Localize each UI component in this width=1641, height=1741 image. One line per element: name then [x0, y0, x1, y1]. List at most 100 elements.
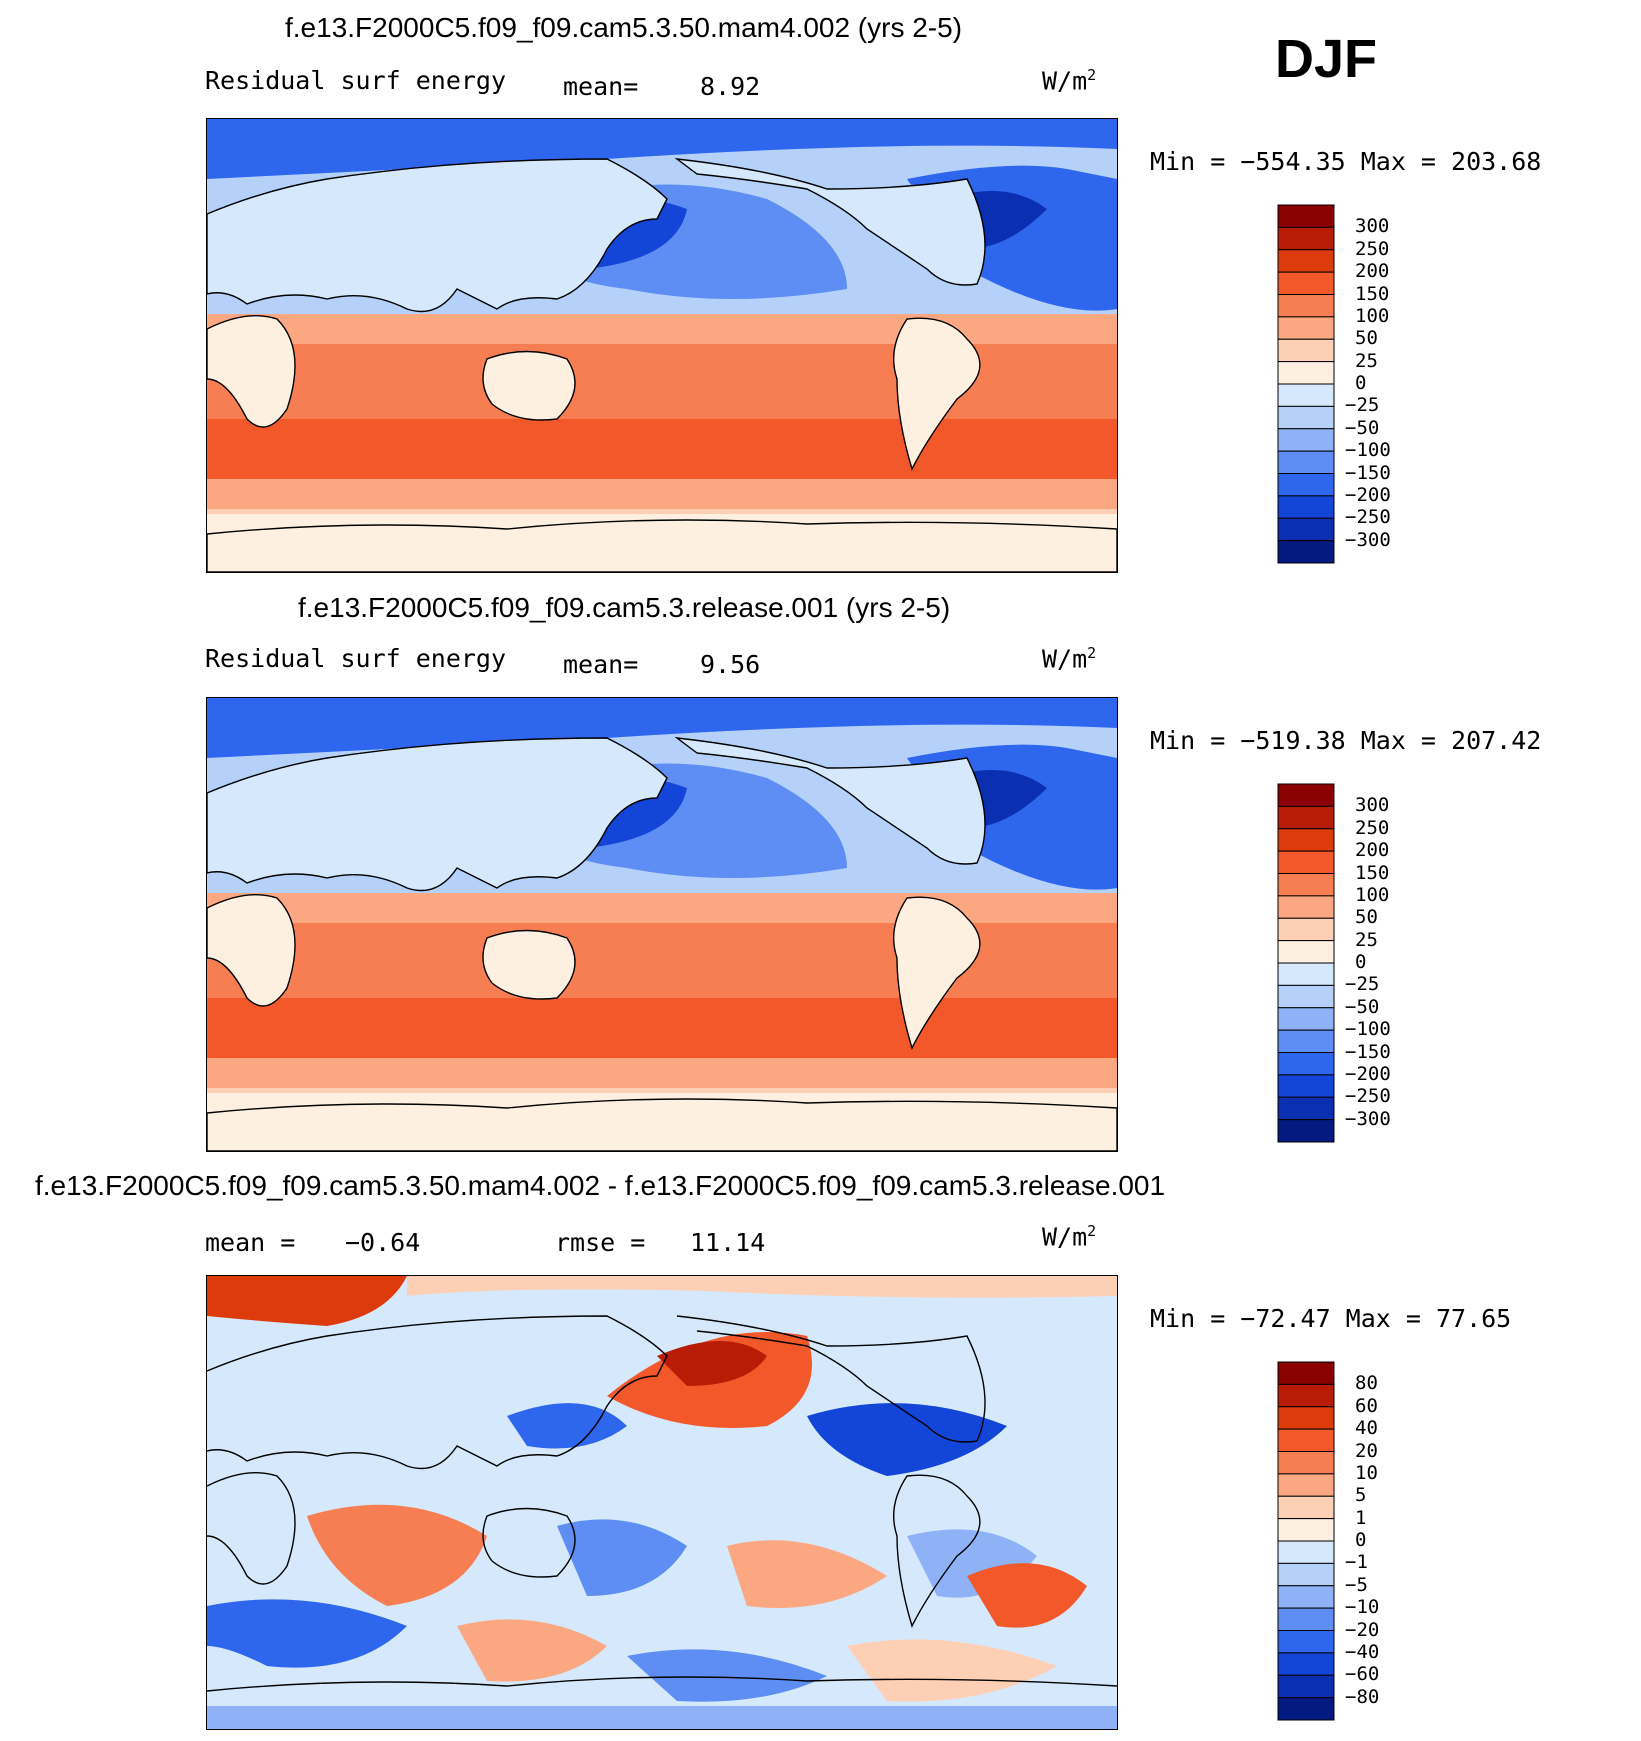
- colorbar-tick-label: −1: [1345, 1551, 1368, 1574]
- colorbar-swatch: [1277, 1007, 1335, 1031]
- colorbar-tick-label: −100: [1345, 1018, 1391, 1041]
- panel-1-title: f.e13.F2000C5.f09_f09.cam5.3.50.mam4.002…: [285, 12, 963, 43]
- colorbar-swatch: [1277, 873, 1335, 897]
- colorbar-tick-label: −25: [1345, 394, 1380, 417]
- colorbar-swatch: [1277, 226, 1335, 251]
- panel-1-colorbar: [1277, 204, 1335, 564]
- colorbar-tick-label: 80: [1355, 1372, 1378, 1395]
- colorbar-swatch: [1277, 962, 1335, 986]
- colorbar-tick-label: −50: [1345, 995, 1380, 1018]
- colorbar-tick-label: 20: [1355, 1439, 1378, 1462]
- colorbar-tick-label: −50: [1345, 416, 1380, 439]
- colorbar-tick-label: 100: [1355, 883, 1390, 906]
- colorbar-swatch: [1277, 895, 1335, 919]
- panel-2-mean-value: 9.56: [700, 650, 761, 679]
- colorbar-tick-label: 250: [1355, 816, 1390, 839]
- colorbar-swatch: [1277, 294, 1335, 318]
- colorbar-tick-label: 50: [1355, 327, 1378, 350]
- colorbar-tick-label: −150: [1345, 1040, 1391, 1063]
- panel-3-map-svg: [207, 1276, 1117, 1729]
- panel-3-mean-value: −0.64: [345, 1228, 421, 1257]
- colorbar-swatch: [1277, 1495, 1335, 1520]
- colorbar-tick-label: 100: [1355, 304, 1390, 327]
- colorbar-tick-label: 50: [1355, 906, 1378, 929]
- colorbar-tick-label: 0: [1355, 1529, 1367, 1551]
- colorbar-tick-label: 60: [1355, 1394, 1378, 1417]
- colorbar-tick-label: −20: [1345, 1618, 1380, 1641]
- colorbar-tick-label: −300: [1345, 1107, 1391, 1130]
- panel-3-rmse-value: 11.14: [690, 1228, 766, 1257]
- colorbar-swatch: [1277, 805, 1335, 830]
- colorbar-swatch: [1277, 984, 1335, 1009]
- colorbar-swatch: [1277, 1607, 1335, 1631]
- colorbar-swatch: [1277, 1074, 1335, 1098]
- colorbar-swatch: [1277, 850, 1335, 874]
- panel-2-minmax: Min = −519.38 Max = 207.42: [1150, 726, 1542, 755]
- colorbar-swatch: [1277, 1540, 1335, 1564]
- panel-3-title: f.e13.F2000C5.f09_f09.cam5.3.50.mam4.002…: [35, 1170, 1166, 1201]
- panel-1-minmax: Min = −554.35 Max = 203.68: [1150, 147, 1542, 176]
- colorbar-swatch: [1277, 783, 1335, 807]
- colorbar-tick-label: 200: [1355, 839, 1390, 862]
- panel-2-colorbar: [1277, 783, 1335, 1143]
- colorbar-swatch: [1277, 1052, 1335, 1076]
- colorbar-swatch: [1277, 1361, 1335, 1385]
- colorbar-tick-label: 10: [1355, 1461, 1378, 1484]
- panel-1-field-label: Residual surf energy: [205, 66, 507, 95]
- colorbar-tick-label: −60: [1345, 1663, 1380, 1686]
- colorbar-swatch: [1277, 1096, 1335, 1121]
- panel-1-map: [206, 118, 1118, 573]
- colorbar-swatch: [1277, 473, 1335, 497]
- panel-1-units: W/m2: [1042, 66, 1097, 96]
- panel-1-mean-value: 8.92: [700, 72, 761, 101]
- colorbar-swatch: [1277, 940, 1335, 964]
- panel-3-mean-label: mean =: [205, 1228, 296, 1257]
- panel-1-map-svg: [207, 119, 1117, 572]
- colorbar-tick-label: −40: [1345, 1640, 1380, 1663]
- colorbar-tick-label: 200: [1355, 260, 1390, 283]
- colorbar-tick-label: −250: [1345, 506, 1391, 529]
- colorbar-swatch: [1277, 1630, 1335, 1654]
- colorbar-swatch: [1277, 249, 1335, 273]
- colorbar-swatch: [1277, 517, 1335, 542]
- colorbar-tick-label: 5: [1355, 1484, 1367, 1507]
- colorbar-swatch: [1277, 1697, 1335, 1721]
- panel-3-map: [206, 1275, 1118, 1730]
- colorbar-swatch: [1277, 917, 1335, 942]
- panel-1-mean-label: mean=: [563, 72, 639, 101]
- colorbar-tick-label: 40: [1355, 1417, 1378, 1440]
- colorbar-swatch: [1277, 495, 1335, 519]
- panel-3-minmax: Min = −72.47 Max = 77.65: [1150, 1304, 1512, 1333]
- colorbar-tick-label: −80: [1345, 1685, 1380, 1708]
- colorbar-swatch: [1277, 1518, 1335, 1542]
- colorbar-swatch: [1277, 1406, 1335, 1430]
- colorbar-tick-label: −200: [1345, 1062, 1391, 1085]
- colorbar-swatch: [1277, 1428, 1335, 1452]
- colorbar-swatch: [1277, 1383, 1335, 1408]
- season-label: DJF: [1275, 29, 1378, 89]
- colorbar-tick-label: 300: [1355, 215, 1390, 238]
- panel-2-field-label: Residual surf energy: [205, 644, 507, 673]
- panel-3-units: W/m2: [1042, 1222, 1097, 1252]
- colorbar-swatch: [1277, 1652, 1335, 1676]
- colorbar-tick-label: 0: [1355, 372, 1367, 394]
- panel-2-map-svg: [207, 698, 1117, 1151]
- colorbar-tick-label: −25: [1345, 973, 1380, 996]
- colorbar-swatch: [1277, 450, 1335, 474]
- colorbar-swatch: [1277, 1451, 1335, 1475]
- colorbar-tick-label: −250: [1345, 1085, 1391, 1108]
- panel-2-title: f.e13.F2000C5.f09_f09.cam5.3.release.001…: [298, 592, 951, 623]
- colorbar-swatch: [1277, 204, 1335, 228]
- panel-2-mean-label: mean=: [563, 650, 639, 679]
- colorbar-swatch: [1277, 405, 1335, 430]
- colorbar-swatch: [1277, 338, 1335, 363]
- colorbar-swatch: [1277, 316, 1335, 340]
- panel-3-rmse-label: rmse =: [555, 1228, 646, 1257]
- colorbar-tick-label: 150: [1355, 282, 1390, 305]
- colorbar-tick-label: 150: [1355, 861, 1390, 884]
- panel-3-colorbar: [1277, 1361, 1335, 1721]
- colorbar-swatch: [1277, 1029, 1335, 1053]
- colorbar-swatch: [1277, 428, 1335, 452]
- colorbar-tick-label: 1: [1355, 1506, 1367, 1529]
- colorbar-tick-label: 250: [1355, 237, 1390, 260]
